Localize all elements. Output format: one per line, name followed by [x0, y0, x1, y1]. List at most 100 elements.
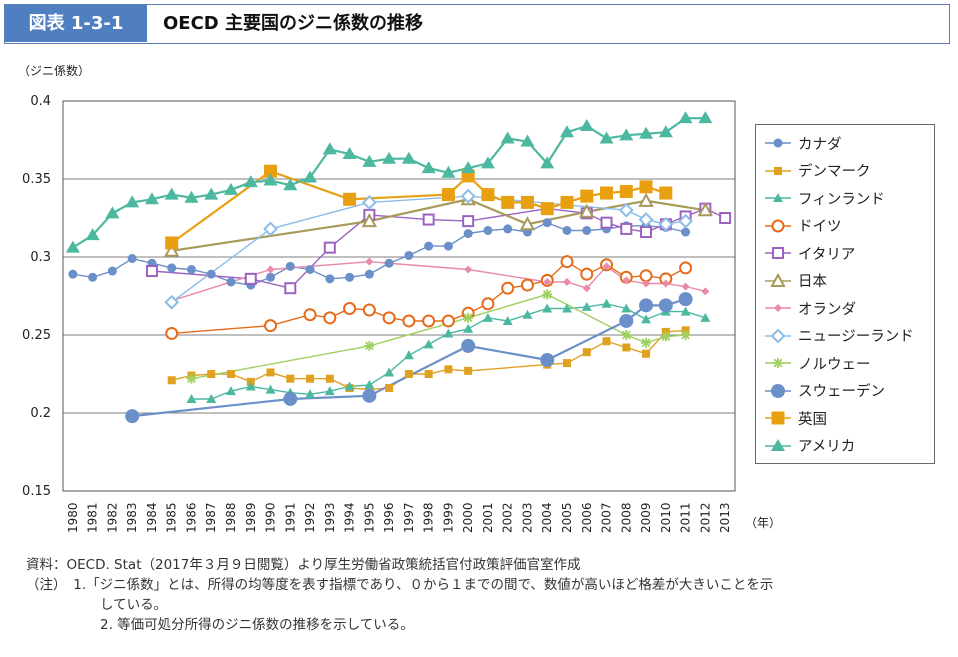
series-7-point — [638, 212, 654, 227]
series-3-point — [501, 281, 515, 295]
series-2-point — [443, 328, 454, 338]
series-10-point — [639, 180, 653, 194]
series-11-point — [639, 126, 654, 139]
series-8-point — [463, 312, 474, 323]
series-3-point — [560, 255, 574, 269]
series-2-point — [621, 303, 632, 313]
series-2-point — [581, 301, 592, 311]
series-0-point — [285, 261, 295, 271]
x-tick-label: 1983 — [125, 502, 139, 533]
series-2-point — [206, 393, 217, 403]
series-10-point — [520, 195, 534, 209]
series-11-point — [560, 125, 574, 138]
legend-label: ニュージーランド — [798, 329, 914, 345]
y-tick-label: 0.35 — [22, 172, 51, 187]
legend-item: デンマーク — [764, 159, 871, 183]
series-2-point — [562, 303, 572, 313]
series-7-point — [678, 213, 694, 229]
legend-label: ノルウェー — [798, 356, 871, 373]
series-11-point — [184, 190, 199, 203]
series-11-point — [678, 111, 693, 124]
series-10-point — [441, 188, 455, 202]
legend-item: イタリア — [764, 241, 855, 265]
series-6-point — [701, 287, 710, 296]
series-3-point — [422, 314, 436, 328]
legend-label: 英国 — [798, 411, 827, 428]
series-11-point — [579, 118, 594, 131]
series-10-point — [619, 184, 633, 198]
series-11-point — [283, 178, 298, 191]
series-0-point — [562, 225, 572, 235]
legend-item: 日本 — [764, 269, 827, 293]
series-4-point — [244, 272, 257, 285]
series-1-point — [464, 366, 473, 375]
series-3-point — [264, 319, 278, 333]
series-7-point — [164, 294, 180, 310]
series-2-point — [226, 386, 236, 396]
series-2-point — [542, 303, 553, 313]
series-2-point — [680, 306, 691, 316]
x-tick-label: 1986 — [184, 502, 198, 533]
footnotes: 資料：OECD. Stat（2017年３月９日閲覧）より厚生労働省政策統括官付政… — [26, 555, 941, 635]
series-1-point — [227, 370, 235, 378]
series-11-point — [85, 228, 100, 241]
series-1-point — [306, 374, 315, 383]
series-0-point — [226, 277, 236, 287]
y-tick-label: 0.2 — [30, 406, 51, 421]
legend-swatch — [765, 438, 791, 451]
series-10-point — [481, 188, 495, 202]
series-11-point — [263, 173, 278, 186]
x-tick-label: 1991 — [283, 502, 297, 533]
series-11-point — [619, 128, 634, 141]
x-tick-label: 2001 — [481, 502, 495, 533]
series-10-point — [501, 195, 515, 209]
series-9-point — [125, 409, 140, 424]
series-6-point — [365, 257, 374, 266]
series-1-point — [385, 384, 394, 393]
series-11-point — [461, 161, 476, 174]
x-tick-label: 1990 — [264, 502, 278, 533]
series-10-point — [540, 202, 554, 216]
series-1-point — [266, 368, 275, 377]
series-0-point — [364, 269, 374, 279]
note-2: 2. 等価可処分所得のジニ係数の推移を示している。 — [100, 617, 414, 633]
legend-item: アメリカ — [764, 434, 855, 458]
series-11-point — [342, 147, 357, 160]
series-11-point — [421, 161, 436, 174]
series-0-point — [404, 250, 414, 260]
series-0-point — [88, 272, 98, 282]
x-tick-label: 1982 — [105, 502, 119, 533]
x-tick-label: 2012 — [698, 502, 712, 533]
series-10-point — [264, 164, 278, 178]
x-tick-label: 1993 — [323, 502, 337, 533]
series-3-point — [520, 278, 534, 292]
x-tick-label: 1980 — [66, 502, 80, 533]
series-6-point — [563, 277, 571, 286]
series-4-point — [640, 226, 653, 239]
legend-item: ノルウェー — [764, 351, 871, 375]
x-tick-label: 2005 — [560, 502, 574, 533]
series-11-point — [105, 206, 120, 219]
series-6-point — [543, 277, 552, 286]
series-10-point — [560, 195, 574, 209]
note-1: （注） 1.「ジニ係数」とは、所得の均等度を表す指標であり、０から１までの間で、… — [26, 577, 774, 593]
legend-label: アメリカ — [798, 439, 856, 455]
legend-marker — [771, 411, 785, 425]
series-2-point — [344, 381, 355, 391]
series-1-point — [602, 337, 611, 346]
legend-marker — [771, 438, 785, 451]
series-4-point — [719, 212, 732, 224]
x-tick-label: 2010 — [659, 502, 673, 533]
series-5-point — [579, 203, 595, 218]
chart-legend: カナダ デンマーク フィンランド ドイツ イタリア 日本 オランダ ニュージーランド ノルウェー… — [755, 124, 935, 464]
x-tick-label: 2004 — [540, 502, 554, 533]
series-0-point — [167, 263, 177, 273]
series-0-point — [68, 269, 78, 279]
series-2-point — [265, 384, 276, 394]
legend-label: オランダ — [798, 301, 856, 318]
series-4-point — [620, 222, 633, 235]
series-2-point — [522, 309, 533, 319]
series-0-point — [384, 258, 394, 268]
x-tick-label: 1985 — [165, 502, 179, 533]
series-11-point — [698, 111, 713, 124]
